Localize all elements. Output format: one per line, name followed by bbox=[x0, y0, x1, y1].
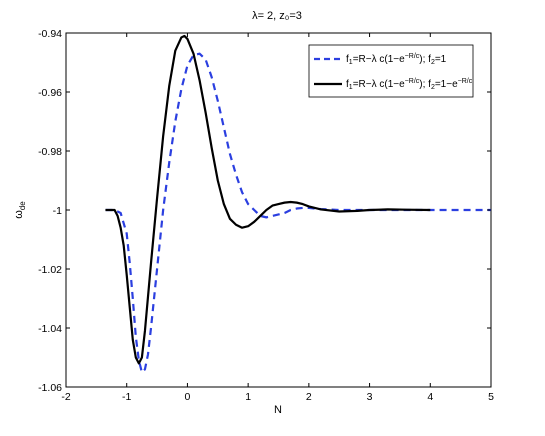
x-tick-label: 3 bbox=[367, 391, 373, 403]
tick-layer: -2 -1 0 1 2 3 4 5 -0.94 -0.96 -0.98 -1 -1.02 -1.04 -1.… bbox=[38, 28, 494, 403]
x-tick-label: 2 bbox=[306, 391, 312, 403]
y-tick-label: -0.98 bbox=[38, 146, 62, 158]
y-tick-label: -1.02 bbox=[38, 264, 62, 276]
legend: f1=R−λ c(1−e−R/c); f2=1 f1=R−λ c(1−e−R/c… bbox=[308, 44, 474, 98]
chart-title: λ= 2, z₀=3 bbox=[252, 10, 302, 22]
series-line-2 bbox=[105, 34, 431, 365]
y-axis-label: ωde bbox=[13, 201, 27, 219]
x-tick-label: 4 bbox=[427, 391, 433, 403]
y-tick-label: -1 bbox=[53, 205, 62, 217]
x-tick-label: -1 bbox=[122, 391, 131, 403]
y-tick-label: -1.04 bbox=[38, 323, 62, 335]
legend-entry-series-2: f1=R−λ c(1−e−R/c); f2=1−e−R/c bbox=[346, 78, 473, 91]
x-axis-label: N bbox=[274, 404, 282, 416]
x-tick-label: 5 bbox=[488, 391, 494, 403]
y-tick-label: -0.96 bbox=[38, 87, 62, 99]
legend-entry-series-1: f1=R−λ c(1−e−R/c); f2=1 bbox=[346, 53, 447, 66]
y-tick-label: -1.06 bbox=[38, 382, 62, 394]
x-tick-label: -2 bbox=[61, 391, 70, 403]
x-tick-label: 1 bbox=[245, 391, 251, 403]
series-layer bbox=[105, 34, 491, 374]
y-tick-label: -0.94 bbox=[38, 28, 62, 40]
legend-box bbox=[308, 44, 474, 98]
series-line-1 bbox=[105, 52, 491, 374]
x-tick-label: 0 bbox=[185, 391, 191, 403]
